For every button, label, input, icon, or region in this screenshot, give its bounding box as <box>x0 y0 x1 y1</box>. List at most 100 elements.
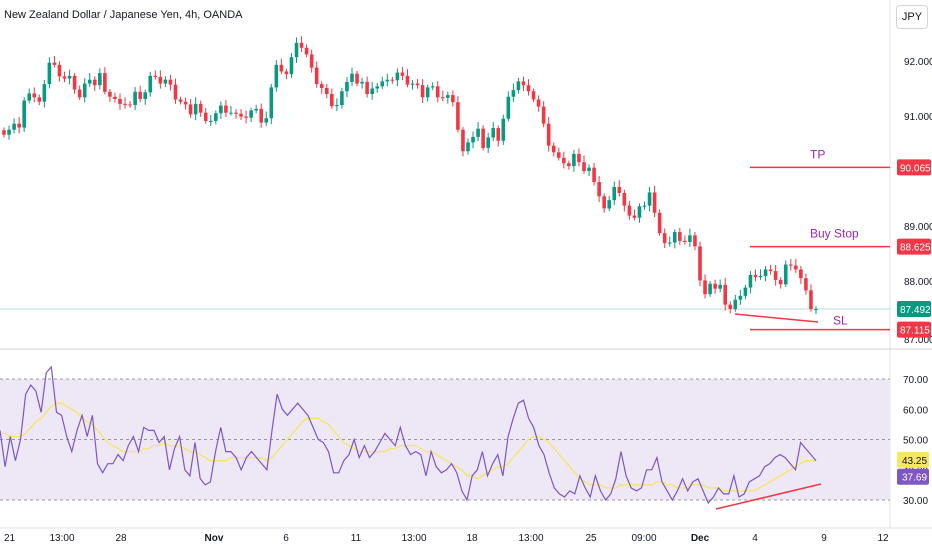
candle-body <box>672 232 677 243</box>
rsi-tag-bg <box>897 468 929 485</box>
candle-body <box>173 84 178 100</box>
candle-body <box>193 103 198 115</box>
price-trendline <box>734 313 819 323</box>
candle-body <box>52 62 57 65</box>
candle-body <box>294 42 299 58</box>
candle-body <box>753 274 758 278</box>
candle-body <box>592 167 596 182</box>
time-tick-label: 09:00 <box>631 533 656 544</box>
candle-body <box>113 96 117 99</box>
candle-body <box>531 91 536 100</box>
candle-body <box>395 72 400 81</box>
price-tick-label: 91.000 <box>904 112 932 123</box>
candle-body <box>289 57 294 75</box>
candle-body <box>748 274 753 288</box>
candle-body <box>551 145 556 153</box>
candle-body <box>17 123 21 128</box>
candle-body <box>299 42 304 48</box>
candle-body <box>249 110 253 118</box>
candle-body <box>385 79 390 82</box>
candle-body <box>82 83 87 98</box>
candle-body <box>355 73 359 84</box>
candle-body <box>133 91 137 105</box>
candle-body <box>703 280 707 295</box>
candle-body <box>405 75 410 85</box>
level-tag-label: 90.065 <box>900 163 931 174</box>
candle-body <box>37 97 42 102</box>
candle-body <box>597 182 601 197</box>
time-tick-label: 13:00 <box>401 533 426 544</box>
candle-body <box>7 129 11 135</box>
time-tick-label: 13:00 <box>518 533 543 544</box>
time-tick-label: 21 <box>4 533 16 544</box>
rsi-line <box>0 365 817 505</box>
candle-body <box>279 64 284 72</box>
candle-body <box>168 79 173 85</box>
candle-body <box>87 79 92 84</box>
candle-body <box>773 271 778 280</box>
candle-body <box>92 79 97 86</box>
candle-body <box>642 205 647 207</box>
candle-body <box>420 85 425 98</box>
candle-body <box>153 75 158 77</box>
candle-body <box>728 304 733 310</box>
candle-body <box>516 81 521 91</box>
candle-body <box>214 113 218 121</box>
level-label-buy-stop: Buy Stop <box>810 227 859 241</box>
candle-body <box>607 200 612 209</box>
candle-body <box>365 81 369 94</box>
candle-body <box>57 64 62 77</box>
currency-selector-button[interactable]: JPY <box>896 5 928 29</box>
candle-body <box>415 83 420 86</box>
time-tick-label: 4 <box>752 533 758 544</box>
price-tick-label: 88.000 <box>904 277 932 288</box>
candle-body <box>239 113 243 117</box>
current-price-tag-bg <box>897 300 931 317</box>
candle-body <box>148 75 153 93</box>
candle-body <box>340 91 344 105</box>
candle-body <box>98 73 102 86</box>
candle-body <box>72 75 77 90</box>
candle-body <box>546 123 551 146</box>
candle-body <box>536 99 541 107</box>
candle-body <box>103 73 107 92</box>
candle-body <box>22 100 26 128</box>
candle-body <box>254 108 258 111</box>
candle-body <box>667 242 672 244</box>
candle-body <box>466 142 470 152</box>
candle-body <box>163 79 168 84</box>
candle-body <box>743 287 748 296</box>
candle-body <box>738 295 743 300</box>
time-tick-label: 18 <box>466 533 478 544</box>
rsi-ma-tag: 43.25 <box>902 456 927 467</box>
candle-body <box>783 264 788 285</box>
candle-body <box>612 186 617 201</box>
candle-body <box>521 81 526 86</box>
candle-body <box>67 75 72 79</box>
candle-body <box>491 128 496 138</box>
level-tag-label: 88.625 <box>900 243 931 254</box>
candle-body <box>627 205 632 216</box>
candle-body <box>713 283 717 289</box>
level-tag-bg <box>897 159 931 176</box>
candle-body <box>370 88 374 94</box>
candle-body <box>577 153 581 163</box>
candle-body <box>284 71 289 75</box>
rsi-ma-line <box>0 402 816 492</box>
candle-body <box>461 129 465 152</box>
candle-body <box>799 269 803 279</box>
candle-body <box>637 206 642 218</box>
candle-body <box>718 284 722 289</box>
candle-body <box>804 278 808 291</box>
candle-body <box>587 167 591 171</box>
candle-body <box>375 86 380 89</box>
price-tick-label-partial: 87.000 <box>904 335 932 346</box>
candle-body <box>814 309 818 311</box>
candle-body <box>198 103 203 113</box>
candle-body <box>435 86 440 98</box>
candle-body <box>794 265 798 270</box>
candle-body <box>582 162 586 171</box>
candle-body <box>203 112 208 121</box>
candle-body <box>471 136 475 143</box>
rsi-ma-tag-bg <box>897 451 929 468</box>
